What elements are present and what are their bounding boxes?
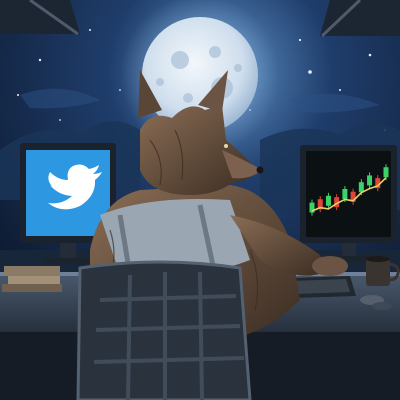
coffee-mug <box>366 256 400 286</box>
wolf-ear-right <box>198 70 228 112</box>
candle-body <box>350 191 356 202</box>
ceiling-lamp-left <box>0 0 80 36</box>
candle-body <box>317 199 323 210</box>
books <box>2 266 62 292</box>
candle-body <box>367 175 373 186</box>
twitter-monitor <box>20 143 116 264</box>
office-chair <box>76 260 252 400</box>
desk-items <box>360 295 392 310</box>
candle-body <box>358 182 364 193</box>
ceiling-lamp-right <box>320 0 400 38</box>
full-moon <box>142 17 258 133</box>
chart-candles <box>309 164 389 216</box>
candle-body <box>334 197 340 208</box>
wolf-paw <box>312 256 348 276</box>
stars <box>17 29 386 131</box>
wolf-nose <box>256 166 264 174</box>
candle-body <box>375 178 381 189</box>
wolf-head <box>140 105 258 195</box>
candle-body <box>309 202 315 213</box>
candle-body <box>342 189 348 199</box>
candle-body <box>383 167 389 178</box>
stock-chart-monitor <box>300 145 397 262</box>
wolf-ear-left <box>138 70 162 118</box>
twitter-bird-icon <box>48 164 102 210</box>
chart-trend-line <box>311 177 387 212</box>
wolf-eye <box>224 144 228 148</box>
candle-body <box>325 195 331 206</box>
